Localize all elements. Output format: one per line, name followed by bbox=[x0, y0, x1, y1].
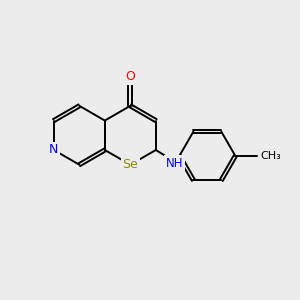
Text: NH: NH bbox=[166, 157, 184, 170]
Text: O: O bbox=[125, 70, 135, 83]
Text: N: N bbox=[49, 143, 58, 157]
Text: Se: Se bbox=[122, 158, 138, 171]
Text: CH₃: CH₃ bbox=[260, 151, 281, 161]
